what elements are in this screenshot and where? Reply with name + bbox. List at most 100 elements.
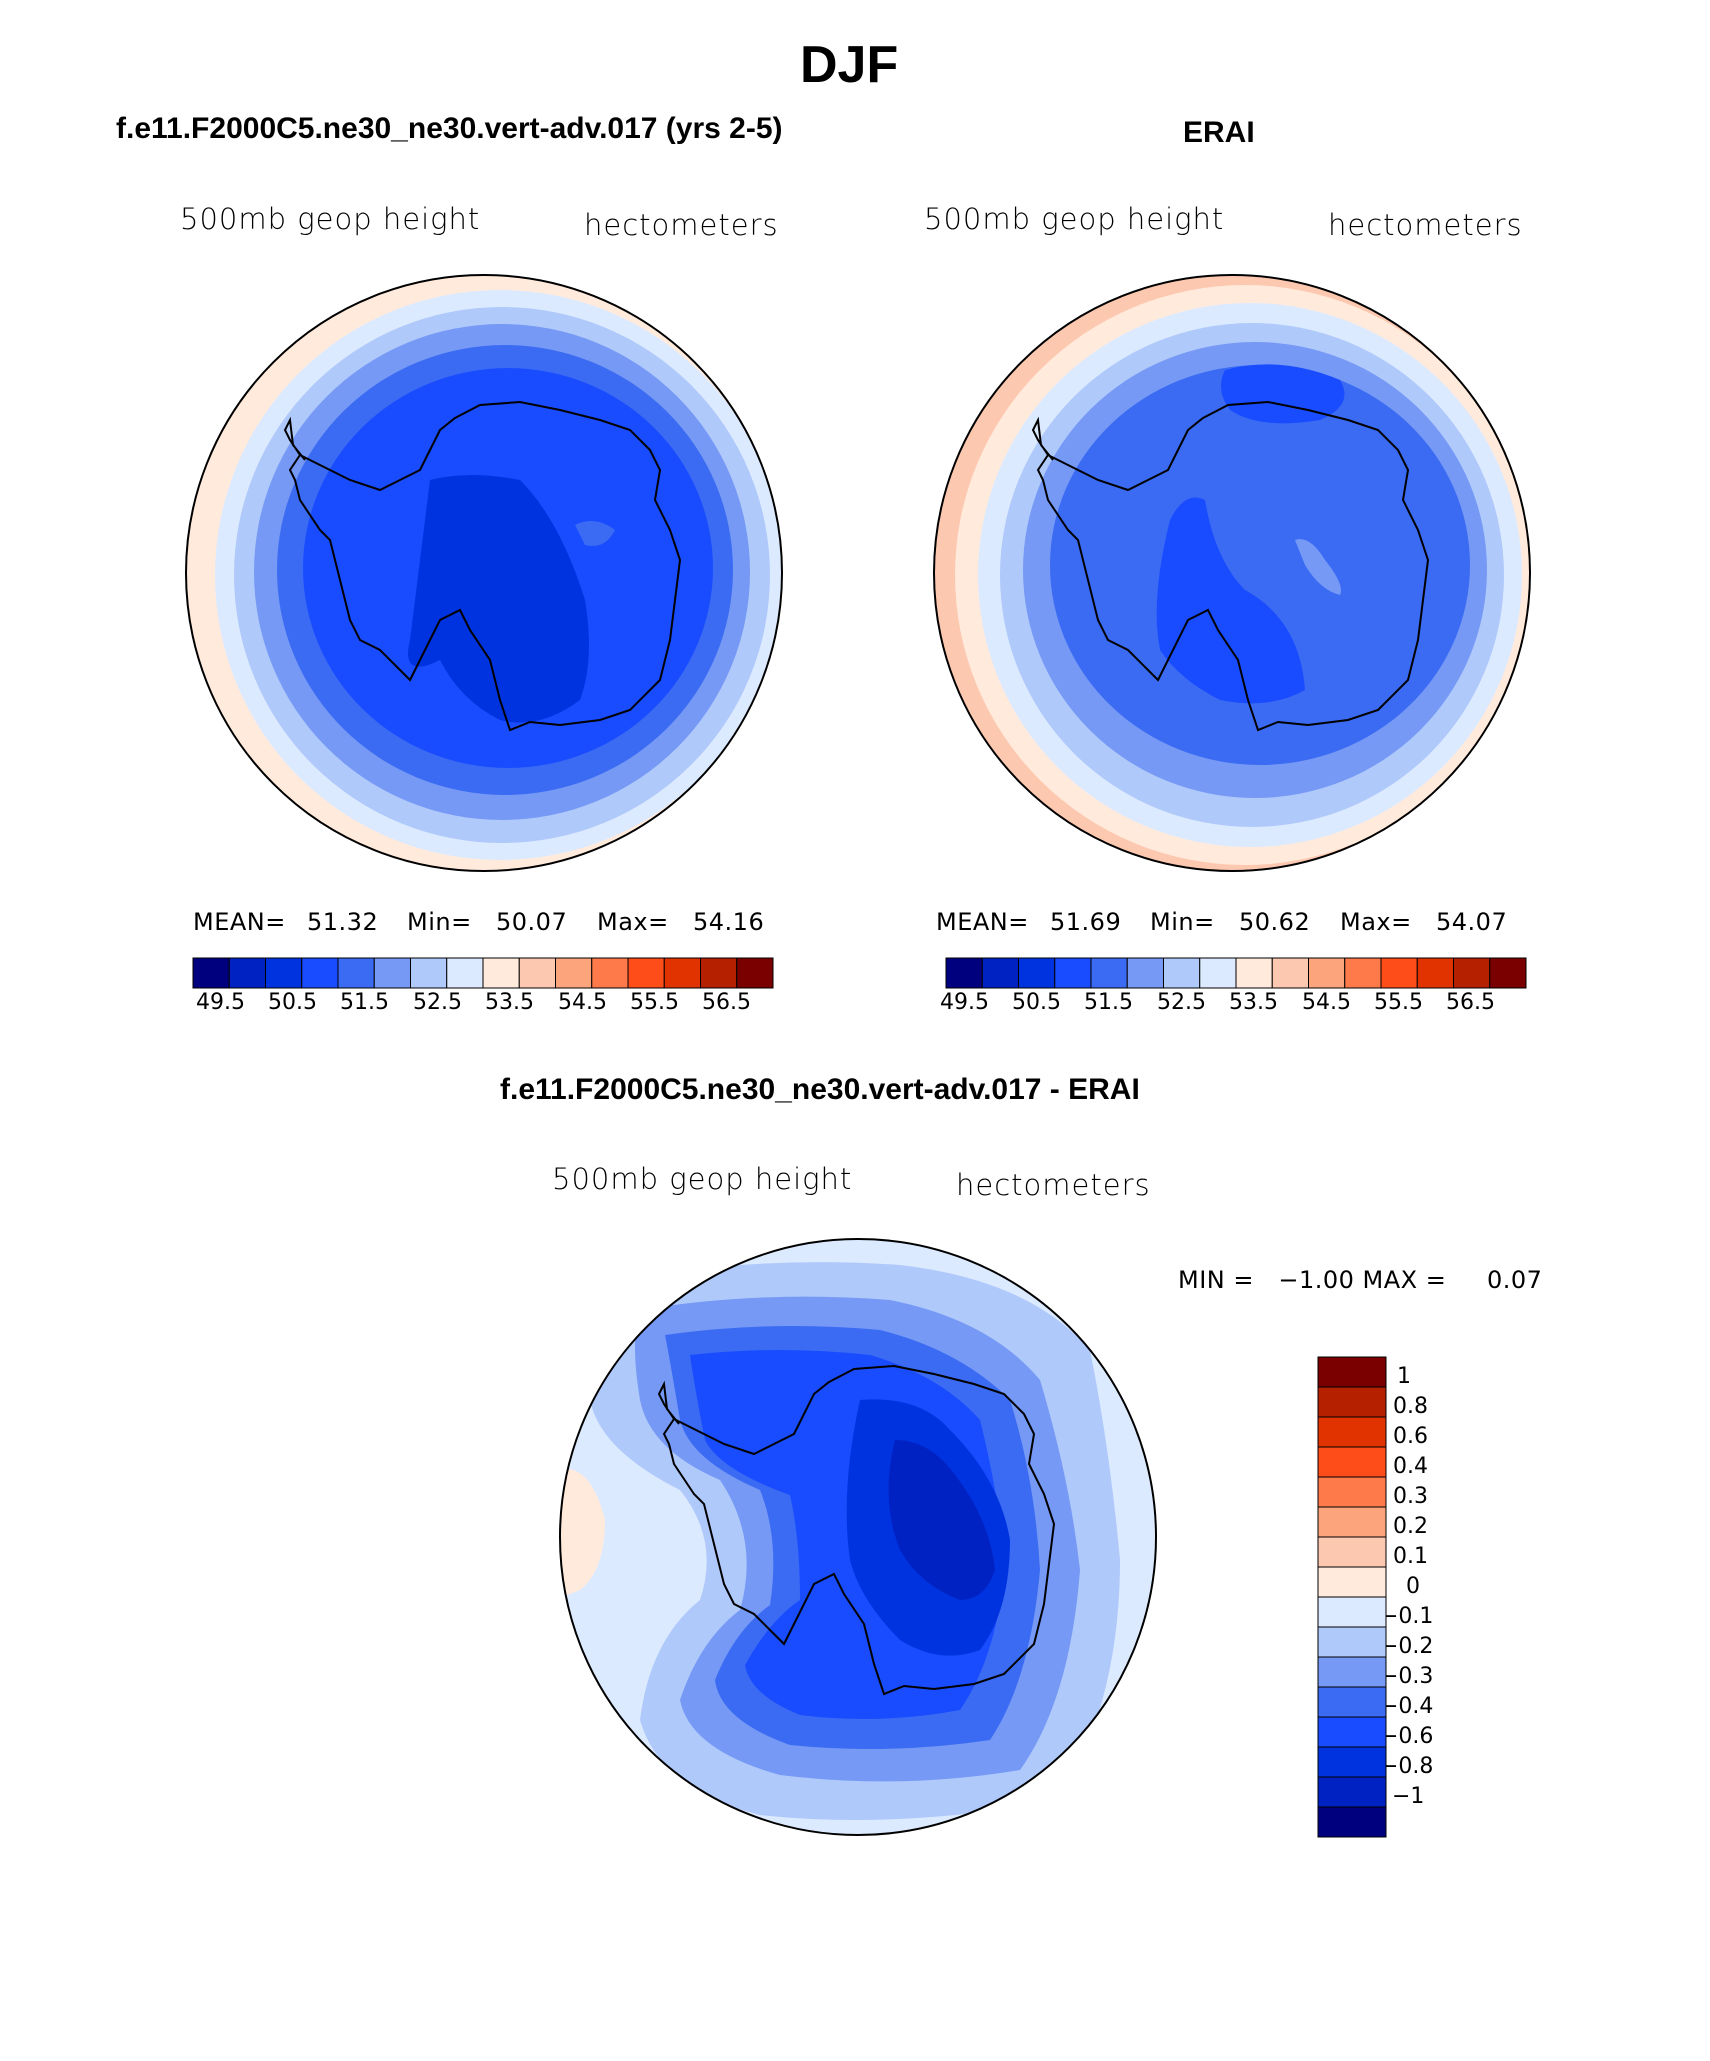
- colorbar-erai: [945, 957, 1527, 989]
- colorbar-2-tick: 52.5: [1157, 990, 1206, 1015]
- colorbar-3-tick: 0.8: [1393, 1394, 1428, 1419]
- colorbar-swatch: [555, 957, 593, 989]
- panel-2-min-label: Min=: [1150, 908, 1215, 936]
- colorbar-swatch: [228, 957, 266, 989]
- colorbar-swatch: [1317, 1356, 1387, 1388]
- colorbar-1-tick: 49.5: [196, 990, 245, 1015]
- colorbar-swatch: [1163, 957, 1201, 989]
- colorbar-swatch: [1317, 1716, 1387, 1748]
- panel-1-units: hectometers: [584, 208, 779, 242]
- colorbar-swatch: [1308, 957, 1346, 989]
- colorbar-2-tick: 51.5: [1084, 990, 1133, 1015]
- colorbar-swatch: [981, 957, 1019, 989]
- colorbar-swatch: [945, 957, 983, 989]
- panel-2-title: ERAI: [1183, 116, 1255, 149]
- colorbar-swatch: [446, 957, 484, 989]
- colorbar-1-tick: 54.5: [558, 990, 607, 1015]
- map-model-border: [185, 274, 783, 872]
- colorbar-swatch: [1317, 1446, 1387, 1478]
- colorbar-swatch: [1317, 1656, 1387, 1688]
- colorbar-swatch: [700, 957, 738, 989]
- colorbar-swatch: [265, 957, 303, 989]
- colorbar-3-tick: −0.3: [1380, 1664, 1434, 1689]
- map-erai: [934, 275, 1530, 871]
- panel-2-max-label: Max=: [1340, 908, 1412, 936]
- colorbar-3-tick: −0.6: [1380, 1724, 1434, 1749]
- colorbar-3-tick: 0.2: [1393, 1514, 1428, 1539]
- colorbar-swatch: [1317, 1626, 1387, 1658]
- colorbar-3-tick: −0.2: [1380, 1634, 1434, 1659]
- colorbar-swatch: [1090, 957, 1128, 989]
- colorbar-swatch: [1317, 1566, 1387, 1598]
- colorbar-swatch: [1018, 957, 1056, 989]
- colorbar-3-tick: 0: [1406, 1574, 1420, 1599]
- colorbar-swatch: [373, 957, 411, 989]
- panel-1-mean: 51.32: [307, 908, 379, 936]
- antarctic-peninsula: [1031, 416, 1054, 461]
- colorbar-difference: [1317, 1356, 1387, 1838]
- antarctica-coastline: [662, 1364, 1056, 1696]
- panel-1-title: f.e11.F2000C5.ne30_ne30.vert-adv.017 (yr…: [116, 112, 783, 145]
- panel-1-max: 54.16: [693, 908, 765, 936]
- map-difference-border: [559, 1238, 1157, 1836]
- colorbar-2-tick: 55.5: [1374, 990, 1423, 1015]
- colorbar-model: [192, 957, 774, 989]
- colorbar-2-tick: 56.5: [1446, 990, 1495, 1015]
- colorbar-swatch: [1054, 957, 1092, 989]
- panel-2-units: hectometers: [1328, 208, 1523, 242]
- colorbar-swatch: [192, 957, 230, 989]
- colorbar-swatch: [1271, 957, 1309, 989]
- colorbar-swatch: [1317, 1476, 1387, 1508]
- colorbar-swatch: [1317, 1686, 1387, 1718]
- colorbar-1-tick: 56.5: [702, 990, 751, 1015]
- panel-2-mean: 51.69: [1050, 908, 1122, 936]
- antarctica-coastline: [1036, 400, 1430, 732]
- colorbar-1-tick: 52.5: [413, 990, 462, 1015]
- colorbar-3-tick: 0.1: [1393, 1544, 1428, 1569]
- colorbar-swatch: [518, 957, 556, 989]
- panel-1-min-label: Min=: [407, 908, 472, 936]
- map-model: [186, 275, 782, 871]
- colorbar-swatch: [482, 957, 520, 989]
- colorbar-swatch: [1416, 957, 1454, 989]
- colorbar-swatch: [1344, 957, 1382, 989]
- colorbar-swatch: [1317, 1506, 1387, 1538]
- colorbar-swatch: [337, 957, 375, 989]
- antarctica-coastline: [288, 400, 682, 732]
- colorbar-swatch: [663, 957, 701, 989]
- panel-1-min: 50.07: [496, 908, 568, 936]
- colorbar-swatch: [301, 957, 339, 989]
- map-erai-border: [933, 274, 1531, 872]
- panel-2-variable: 500mb geop height: [924, 202, 1225, 236]
- colorbar-swatch: [1380, 957, 1418, 989]
- figure-title: DJF: [800, 36, 899, 94]
- colorbar-swatch: [736, 957, 774, 989]
- colorbar-swatch: [1317, 1596, 1387, 1628]
- colorbar-swatch: [1317, 1746, 1387, 1778]
- colorbar-3-tick: 0.6: [1393, 1424, 1428, 1449]
- colorbar-2-tick: 50.5: [1012, 990, 1061, 1015]
- colorbar-swatch: [1317, 1416, 1387, 1448]
- colorbar-swatch: [591, 957, 629, 989]
- colorbar-swatch: [1489, 957, 1527, 989]
- panel-2-min: 50.62: [1239, 908, 1311, 936]
- panel-2-mean-label: MEAN=: [936, 908, 1029, 936]
- colorbar-1-tick: 50.5: [268, 990, 317, 1015]
- colorbar-swatch: [1453, 957, 1491, 989]
- antarctic-peninsula: [283, 416, 306, 461]
- colorbar-3-tick: 0.4: [1393, 1454, 1428, 1479]
- antarctic-peninsula: [657, 1380, 680, 1425]
- colorbar-swatch: [627, 957, 665, 989]
- colorbar-swatch: [1235, 957, 1273, 989]
- colorbar-2-tick: 54.5: [1302, 990, 1351, 1015]
- colorbar-1-tick: 55.5: [630, 990, 679, 1015]
- colorbar-3-tick: −1: [1392, 1784, 1425, 1809]
- colorbar-3-tick: 1: [1397, 1364, 1411, 1389]
- colorbar-swatch: [1199, 957, 1237, 989]
- colorbar-3-tick: 0.3: [1393, 1484, 1428, 1509]
- colorbar-1-tick: 51.5: [340, 990, 389, 1015]
- colorbar-swatch: [1317, 1536, 1387, 1568]
- colorbar-2-tick: 49.5: [940, 990, 989, 1015]
- panel-3-minmax: MIN = −1.00 MAX = 0.07: [1178, 1266, 1543, 1294]
